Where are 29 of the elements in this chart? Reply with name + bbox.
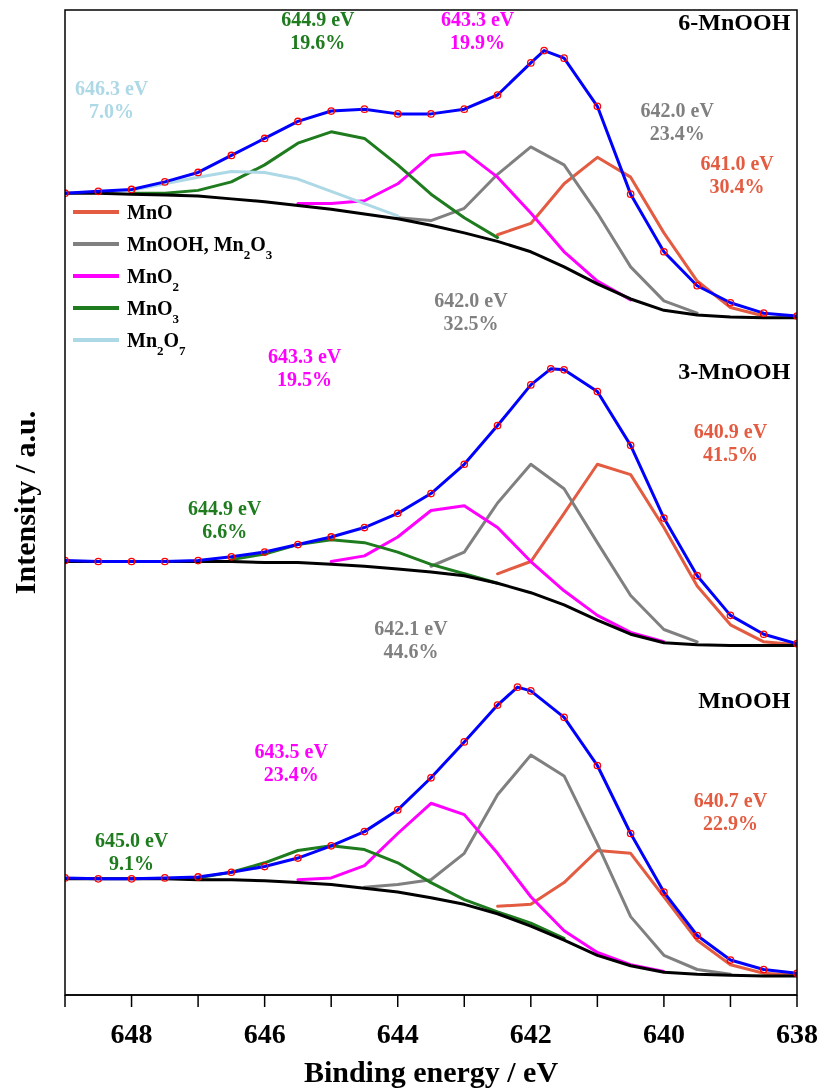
annotation: 643.5 eV 23.4%	[254, 740, 329, 786]
annotation: 643.3 eV 19.5%	[267, 345, 342, 391]
x-tick-label: 646	[243, 1018, 286, 1049]
annotation: 641.0 eV 30.4%	[700, 151, 775, 197]
annotation: 644.9 eV 6.6%	[188, 496, 262, 542]
legend-label: MnOOH, Mn$_{2}$O$_{3}$	[127, 233, 273, 262]
legend-label: Mn$_{2}$O$_{7}$	[127, 329, 187, 358]
annotation: 642.1 eV 44.6%	[374, 617, 449, 663]
annotation: 646.3 eV 7.0%	[74, 77, 149, 123]
text: 6-MnOOH	[678, 8, 791, 35]
annotation: 645.0 eV 9.1%	[94, 828, 169, 874]
annotation: 642.0 eV 32.5%	[434, 288, 509, 334]
y-axis-title: Intensity / a.u.	[8, 410, 41, 595]
legend-label: MnO$_{2}$	[127, 265, 180, 294]
legend-label: MnO	[127, 201, 173, 223]
annotation: 640.7 eV 22.9%	[693, 789, 768, 835]
annotation: MnOOH	[698, 686, 791, 713]
x-tick-label: 638	[776, 1018, 818, 1049]
annotation: 643.3 eV 19.9%	[440, 8, 515, 54]
x-axis-title: Binding energy / eV	[303, 1055, 559, 1088]
x-tick-label: 644	[376, 1018, 419, 1049]
x-tick-label: 642	[509, 1018, 552, 1049]
annotation: 642.0 eV 23.4%	[640, 98, 715, 144]
legend-label: MnO$_{3}$	[127, 297, 180, 326]
x-tick-label: 640	[642, 1018, 685, 1049]
annotation: 3-MnOOH	[678, 358, 791, 385]
x-tick-label: 648	[110, 1018, 153, 1049]
annotation: 640.9 eV 41.5%	[693, 420, 768, 466]
annotation: 644.9 eV 19.6%	[281, 8, 356, 54]
